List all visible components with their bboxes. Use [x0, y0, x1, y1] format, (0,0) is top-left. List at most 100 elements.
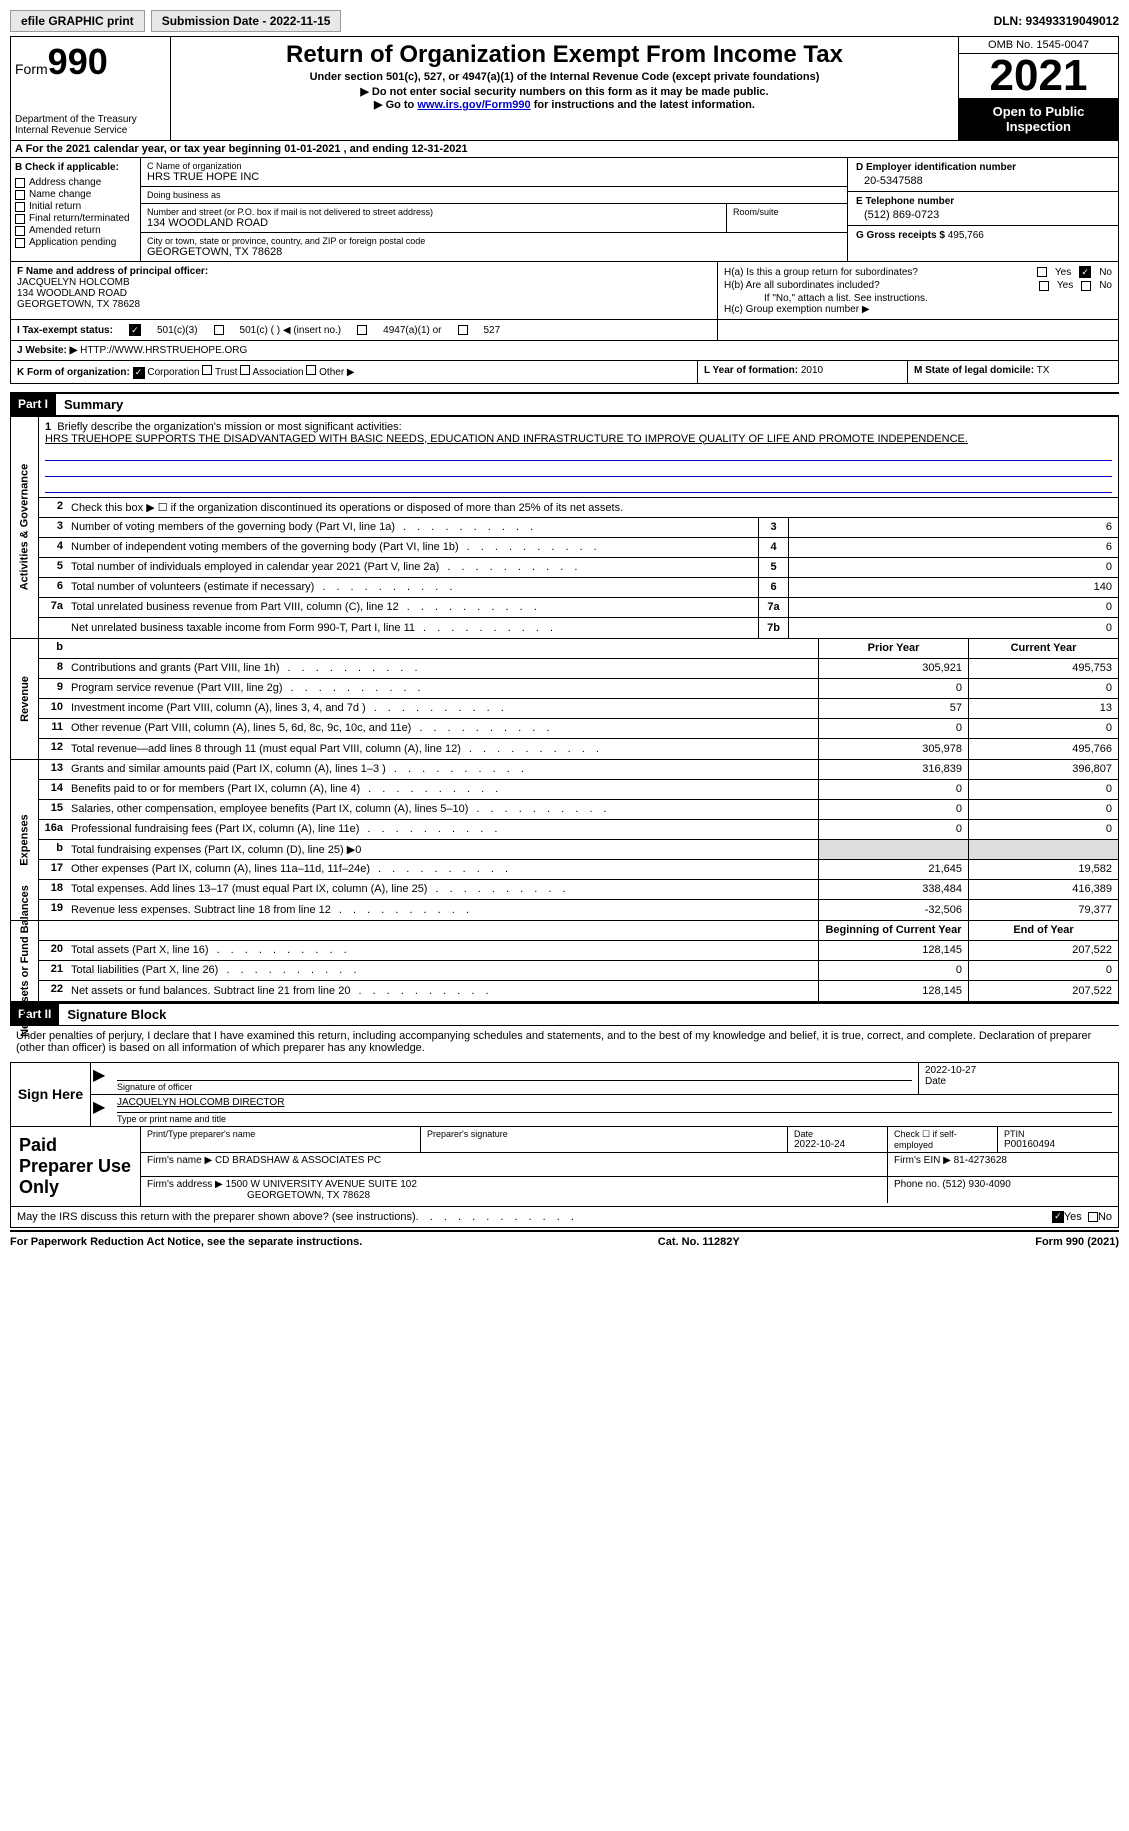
phone-value: (512) 869-0723 [856, 209, 1110, 221]
row-l-val: 2010 [801, 365, 823, 376]
line-value: 0 [788, 618, 1118, 638]
line-desc: Number of voting members of the governin… [67, 518, 758, 537]
side-revenue: Revenue [11, 639, 39, 759]
chk-501c[interactable] [214, 325, 224, 335]
efile-print-button[interactable]: efile GRAPHIC print [10, 10, 145, 32]
prep-date-label: Date [794, 1129, 881, 1139]
chk-address-change[interactable] [15, 178, 25, 188]
cell-shaded [968, 840, 1118, 859]
line-desc: Professional fundraising fees (Part IX, … [67, 820, 818, 839]
firm-phone-value: (512) 930-4090 [942, 1179, 1010, 1190]
prior-value: 316,839 [818, 760, 968, 779]
col-f: F Name and address of principal officer:… [11, 262, 718, 319]
opt-name-change: Name change [29, 189, 91, 200]
discuss-no-label: No [1098, 1211, 1112, 1223]
sig-officer-label: Signature of officer [117, 1081, 912, 1092]
footer-mid: Cat. No. 11282Y [658, 1236, 740, 1248]
line-desc: Other revenue (Part VIII, column (A), li… [67, 719, 818, 738]
side-governance: Activities & Governance [11, 417, 39, 638]
current-value: 0 [968, 679, 1118, 698]
line-desc: Benefits paid to or for members (Part IX… [67, 780, 818, 799]
chk-other[interactable] [306, 365, 316, 375]
line-value: 140 [788, 578, 1118, 597]
row-k-label: K Form of organization: [17, 367, 130, 378]
submission-date-button[interactable]: Submission Date - 2022-11-15 [151, 10, 342, 32]
line-num: 6 [39, 578, 67, 597]
hb-no[interactable] [1081, 281, 1091, 291]
row-m-label: M State of legal domicile: [914, 365, 1034, 376]
line-box: 5 [758, 558, 788, 577]
chk-amended[interactable] [15, 226, 25, 236]
opt-amended: Amended return [29, 225, 101, 236]
line-box: 4 [758, 538, 788, 557]
line-desc: Total revenue—add lines 8 through 11 (mu… [67, 739, 818, 759]
chk-527[interactable] [458, 325, 468, 335]
header-left: Form990 Department of the Treasury Inter… [11, 37, 171, 140]
prior-value: 305,978 [818, 739, 968, 759]
hb-yes[interactable] [1039, 281, 1049, 291]
chk-501c3[interactable]: ✓ [129, 324, 141, 336]
part1-header: Part I [10, 394, 56, 415]
current-value: 416,389 [968, 880, 1118, 899]
line-value: 0 [788, 558, 1118, 577]
chk-initial-return[interactable] [15, 202, 25, 212]
sig-date-label: Date [925, 1076, 1112, 1087]
line-num: 12 [39, 739, 67, 759]
line-desc: Total liabilities (Part X, line 26). . .… [67, 961, 818, 980]
chk-4947[interactable] [357, 325, 367, 335]
discuss-yes[interactable]: ✓ [1052, 1211, 1064, 1223]
irs-link[interactable]: www.irs.gov/Form990 [417, 99, 530, 111]
line-num: 4 [39, 538, 67, 557]
hdr-b: b [39, 639, 67, 658]
chk-final-return[interactable] [15, 214, 25, 224]
form-subtitle: Under section 501(c), 527, or 4947(a)(1)… [179, 71, 950, 83]
chk-assoc[interactable] [240, 365, 250, 375]
line-desc: Salaries, other compensation, employee b… [67, 800, 818, 819]
col-b: B Check if applicable: Address change Na… [11, 158, 141, 261]
ha-yes[interactable] [1037, 267, 1047, 277]
current-value: 207,522 [968, 941, 1118, 960]
prior-value: 0 [818, 679, 968, 698]
cell-shaded [818, 840, 968, 859]
org-name: HRS TRUE HOPE INC [147, 171, 841, 183]
officer-name: JACQUELYN HOLCOMB [17, 277, 711, 288]
hdr-prior: Prior Year [818, 639, 968, 658]
line-desc: Net assets or fund balances. Subtract li… [67, 981, 818, 1001]
ha-no-checked[interactable]: ✓ [1079, 266, 1091, 278]
col-d: D Employer identification number 20-5347… [848, 158, 1118, 261]
opt-app-pending: Application pending [29, 237, 116, 248]
room-label: Room/suite [733, 207, 841, 217]
line-value: 0 [788, 598, 1118, 617]
line-num: 7a [39, 598, 67, 617]
chk-corp[interactable]: ✓ [133, 367, 145, 379]
org-name-label: C Name of organization [147, 161, 841, 171]
ha-label: H(a) Is this a group return for subordin… [724, 267, 1037, 278]
phone-label: E Telephone number [856, 196, 1110, 207]
chk-name-change[interactable] [15, 190, 25, 200]
line-num: 15 [39, 800, 67, 819]
dln-label: DLN: 93493319049012 [994, 14, 1119, 28]
header-center: Return of Organization Exempt From Incom… [171, 37, 958, 140]
opt-address-change: Address change [29, 177, 101, 188]
line-desc: Total assets (Part X, line 16). . . . . … [67, 941, 818, 960]
line-desc: Total unrelated business revenue from Pa… [67, 598, 758, 617]
opt-initial-return: Initial return [29, 201, 81, 212]
gross-label: G Gross receipts $ [856, 230, 945, 241]
prior-value: 21,645 [818, 860, 968, 879]
signature-declaration: Under penalties of perjury, I declare th… [10, 1026, 1119, 1058]
line-desc: Revenue less expenses. Subtract line 18 … [67, 900, 818, 920]
prep-selfemp-label: Check ☐ if self-employed [894, 1129, 991, 1150]
discuss-no[interactable] [1088, 1212, 1098, 1222]
hc-label: H(c) Group exemption number ▶ [724, 304, 1112, 315]
opt-assoc: Association [252, 367, 303, 378]
hdr-end: End of Year [968, 921, 1118, 940]
chk-app-pending[interactable] [15, 238, 25, 248]
current-value: 79,377 [968, 900, 1118, 920]
col-b-title: B Check if applicable: [15, 162, 136, 173]
discuss-label: May the IRS discuss this return with the… [17, 1211, 416, 1223]
line-desc: Contributions and grants (Part VIII, lin… [67, 659, 818, 678]
chk-trust[interactable] [202, 365, 212, 375]
sign-here-label: Sign Here [11, 1063, 91, 1126]
line2-text: Check this box ▶ ☐ if the organization d… [67, 498, 1118, 517]
firm-ein-label: Firm's EIN ▶ [894, 1155, 951, 1166]
